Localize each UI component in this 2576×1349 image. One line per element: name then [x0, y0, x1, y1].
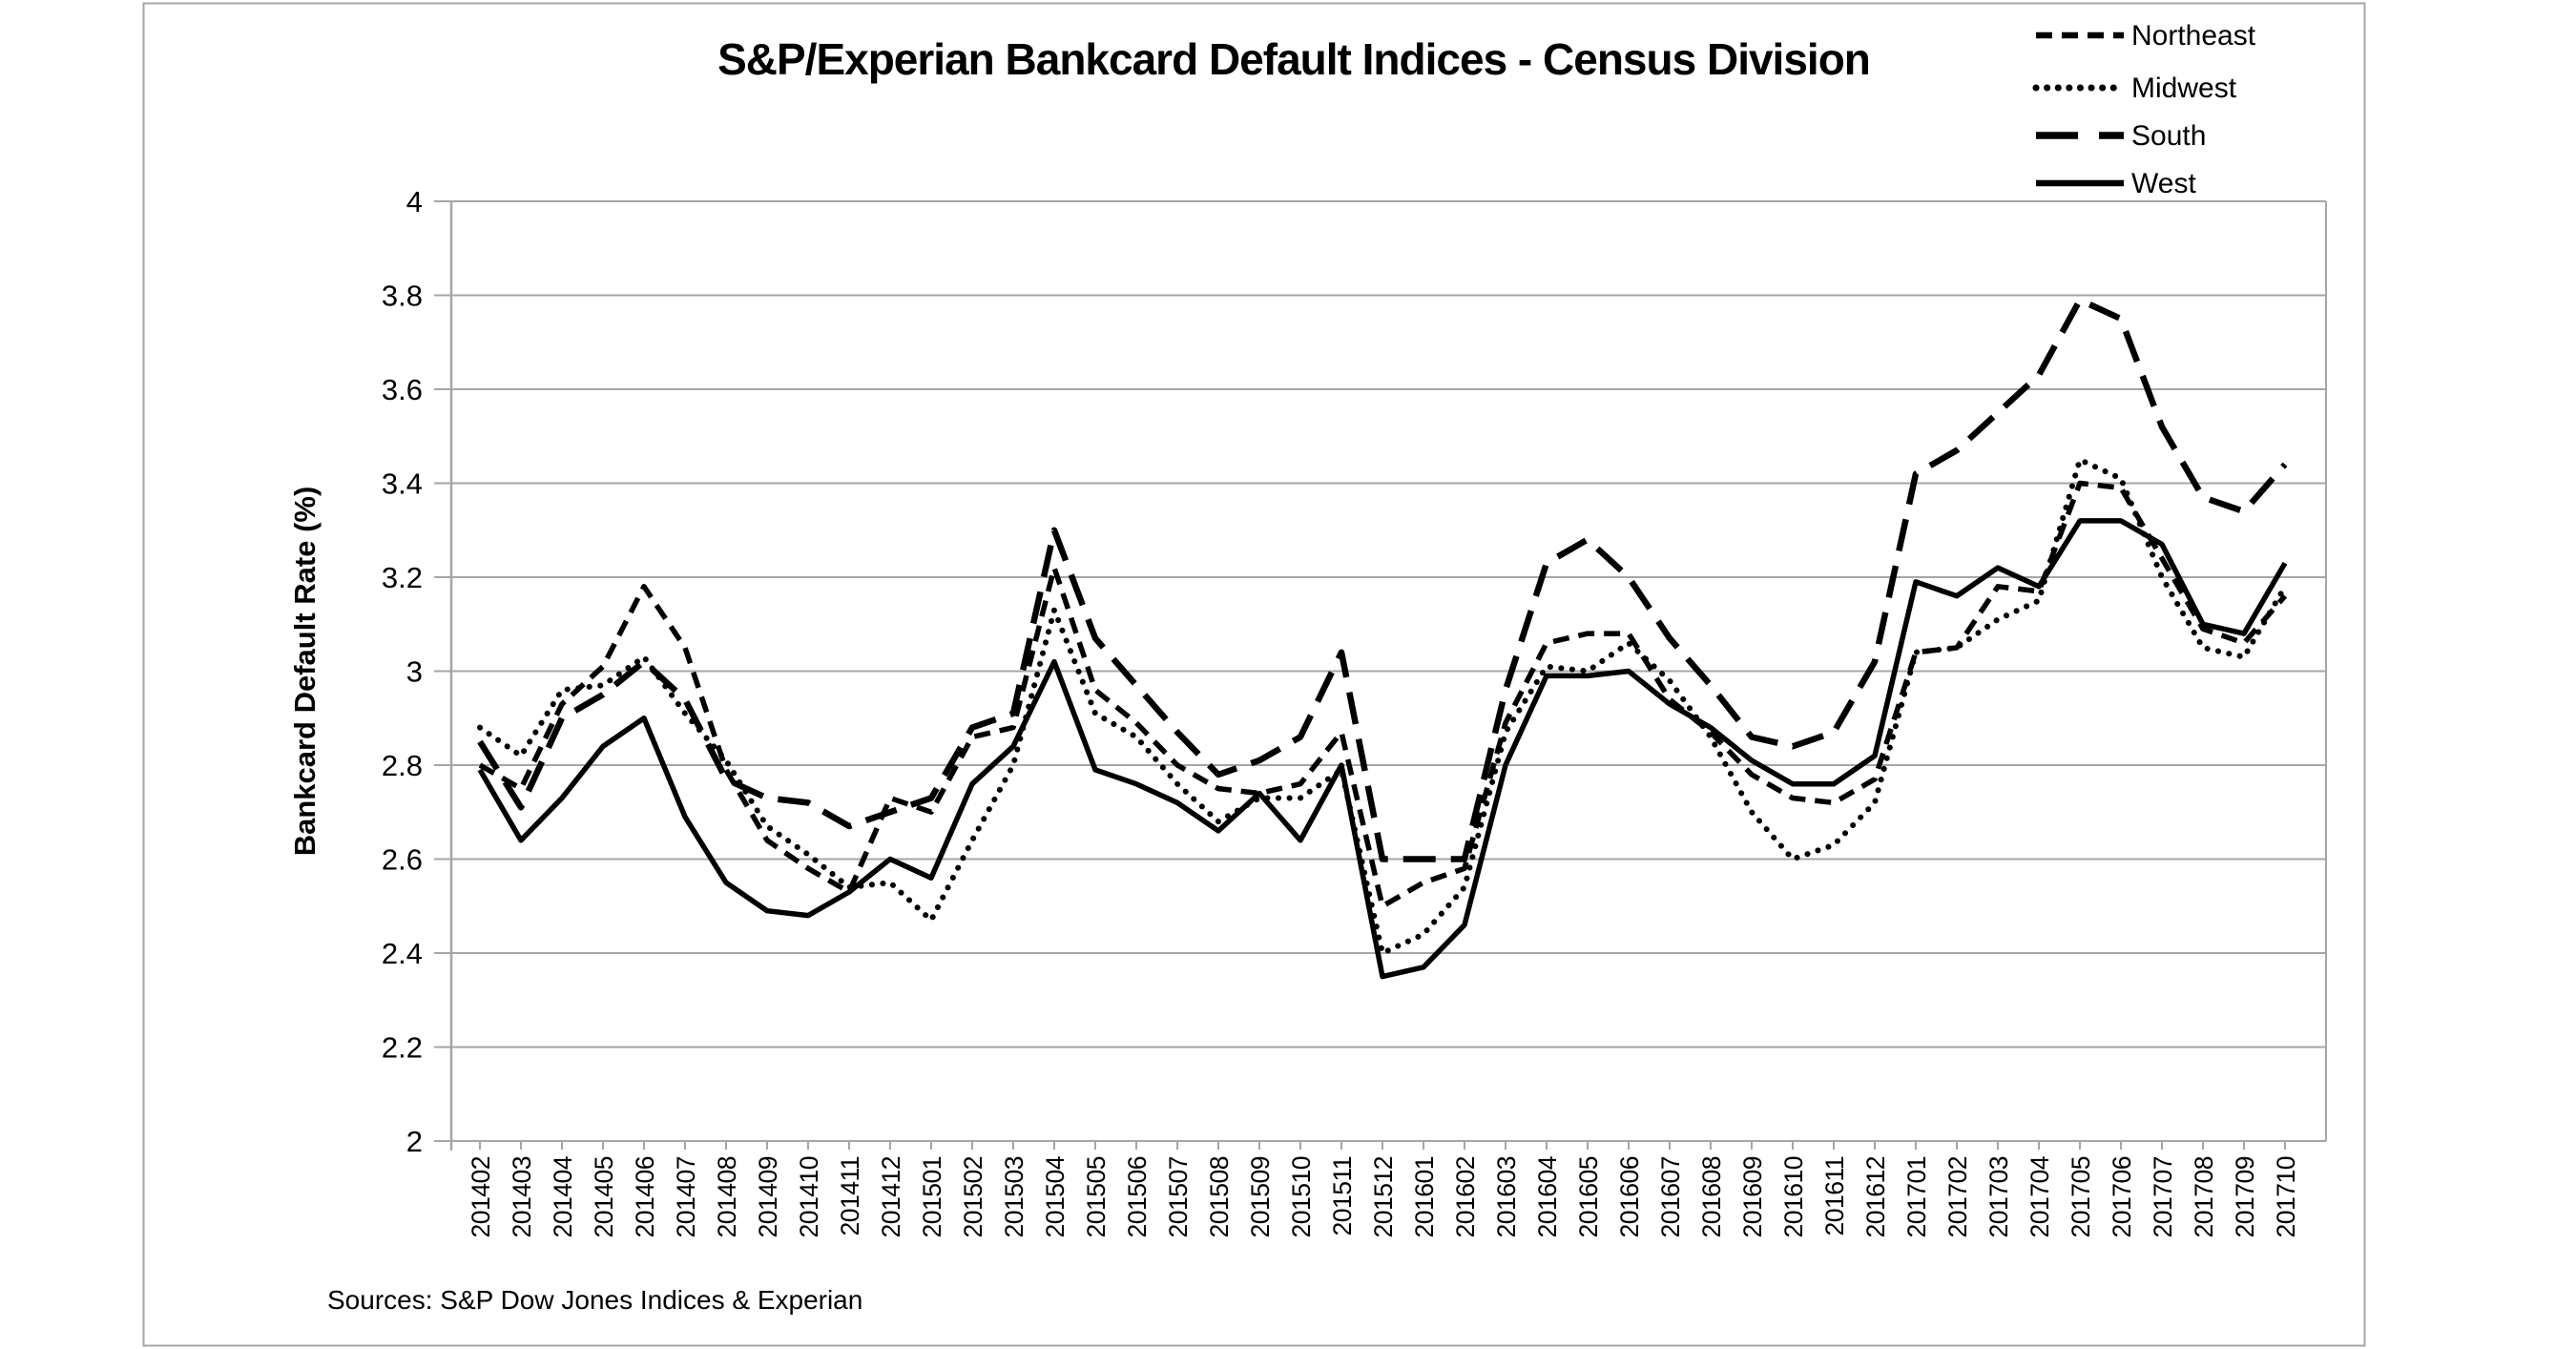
y-axis-tick-label: 2: [406, 1125, 423, 1158]
x-axis-tick-label: 201704: [2025, 1156, 2054, 1237]
x-axis-tick-label: 201610: [1779, 1156, 1808, 1237]
y-axis-tick-label: 3.2: [382, 561, 423, 594]
legend-label-midwest: Midwest: [2131, 73, 2237, 104]
x-axis-tick-label: 201501: [918, 1156, 946, 1237]
chart-border: [142, 2, 2366, 1347]
x-axis-tick-label: 201402: [467, 1156, 495, 1237]
x-axis-tick-label: 201706: [2108, 1156, 2136, 1237]
x-axis-tick-label: 201705: [2067, 1156, 2095, 1237]
x-axis-tick-label: 201509: [1246, 1156, 1275, 1237]
x-axis-tick-label: 201606: [1615, 1156, 1644, 1237]
x-axis-tick-label: 201411: [836, 1156, 864, 1235]
x-axis-tick-label: 201503: [1000, 1156, 1028, 1237]
y-axis-tick-label: 3: [406, 655, 423, 689]
x-axis-tick-label: 201707: [2149, 1156, 2177, 1237]
x-axis-tick-label: 201403: [508, 1156, 536, 1237]
y-axis-tick-label: 3.4: [382, 467, 423, 501]
x-axis-tick-label: 201512: [1369, 1156, 1398, 1237]
x-axis-tick-label: 201505: [1082, 1156, 1111, 1237]
x-axis-tick-label: 201607: [1656, 1156, 1685, 1237]
x-axis-tick-label: 201709: [2231, 1156, 2259, 1237]
x-axis-tick-label: 201405: [590, 1156, 618, 1237]
legend-item-south: South: [2036, 120, 2206, 152]
legend-label-northeast: Northeast: [2131, 20, 2256, 52]
x-axis-tick-label: 201602: [1451, 1156, 1480, 1237]
x-axis-tick-label: 201612: [1861, 1156, 1890, 1237]
legend: Northeast Midwest South West: [2032, 20, 2256, 199]
x-axis-tick-label: 201702: [1943, 1156, 1972, 1237]
series-line-northeast: [478, 480, 2288, 909]
x-axis-tick-label: 201409: [754, 1156, 782, 1237]
x-axis-tick-label: 201502: [959, 1156, 987, 1237]
series-line-west: [477, 518, 2288, 980]
x-axis-tick-label: 201507: [1164, 1156, 1193, 1237]
legend-label-south: South: [2131, 120, 2206, 152]
x-axis-tick-label: 201701: [1902, 1156, 1931, 1237]
legend-item-midwest: Midwest: [2032, 73, 2237, 104]
series-line-south: [477, 297, 2288, 862]
x-axis-tick-label: 201408: [713, 1156, 741, 1237]
x-axis-tick-label: 201506: [1123, 1156, 1152, 1237]
x-axis-tick-label: 201605: [1574, 1156, 1603, 1237]
legend-label-west: West: [2131, 168, 2196, 199]
x-axis: 201402 201403 201404 201405 201406 201407 2014…: [467, 1141, 2300, 1237]
series-line-midwest: [477, 456, 2288, 956]
x-axis-tick-label: 201508: [1205, 1156, 1234, 1237]
x-axis-tick-label: 201609: [1738, 1156, 1767, 1237]
x-axis-tick-label: 201511: [1328, 1156, 1357, 1235]
x-axis-tick-label: 201404: [549, 1156, 577, 1237]
y-axis-tick-label: 2.2: [382, 1031, 423, 1065]
legend-item-west: West: [2036, 168, 2196, 199]
x-axis-tick-label: 201611: [1820, 1156, 1849, 1235]
page-title: S&P/Experian Bankcard Default Indices - …: [717, 34, 1870, 84]
gridlines: [434, 200, 2326, 1142]
x-axis-tick-label: 201510: [1287, 1156, 1316, 1237]
y-axis-tick-label: 4: [406, 185, 423, 218]
x-axis-tick-label: 201604: [1533, 1156, 1562, 1237]
legend-item-northeast: Northeast: [2036, 20, 2256, 52]
x-axis-tick-label: 201407: [672, 1156, 700, 1237]
x-axis-tick-label: 201412: [877, 1156, 905, 1237]
x-axis-tick-label: 201504: [1041, 1156, 1070, 1237]
x-axis-tick-label: 201603: [1492, 1156, 1521, 1237]
y-axis-tick-label: 2.6: [382, 843, 423, 877]
source-note: Sources: S&P Dow Jones Indices & Experia…: [327, 1285, 862, 1315]
y-axis-tick-label: 3.6: [382, 373, 423, 406]
x-axis-tick-label: 201410: [795, 1156, 823, 1237]
x-axis-tick-label: 201601: [1410, 1156, 1439, 1237]
x-axis-tick-label: 201708: [2190, 1156, 2218, 1237]
y-axis-title: Bankcard Default Rate (%): [288, 487, 322, 857]
y-axis-tick-label: 2.4: [382, 937, 423, 970]
x-axis-tick-label: 201710: [2272, 1156, 2300, 1237]
x-axis-tick-label: 201608: [1697, 1156, 1726, 1237]
x-axis-tick-label: 201406: [631, 1156, 659, 1237]
x-axis-tick-label: 201703: [1984, 1156, 2013, 1237]
y-axis-tick-label: 3.8: [382, 280, 423, 313]
y-axis-tick-label: 2.8: [382, 749, 423, 782]
